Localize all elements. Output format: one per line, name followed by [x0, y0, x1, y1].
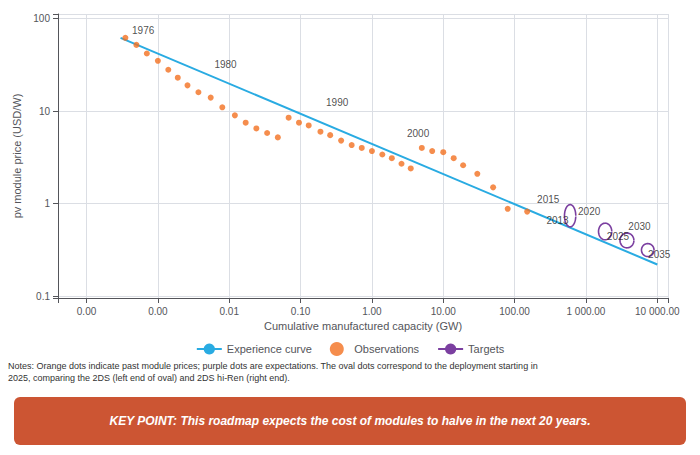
svg-text:0.00: 0.00 [148, 306, 168, 317]
svg-text:0.10: 0.10 [291, 306, 311, 317]
svg-text:2015: 2015 [537, 194, 560, 205]
svg-text:100: 100 [33, 13, 50, 24]
svg-text:2025, comparing the 2DS (left: 2025, comparing the 2DS (left end of ova… [8, 373, 290, 383]
svg-text:10 000.00: 10 000.00 [635, 306, 680, 317]
svg-text:1980: 1980 [214, 59, 237, 70]
svg-text:Notes: Orange dots indicate pa: Notes: Orange dots indicate past module … [8, 361, 538, 371]
svg-text:1976: 1976 [132, 25, 155, 36]
svg-text:2000: 2000 [407, 128, 430, 139]
svg-text:1.00: 1.00 [362, 306, 382, 317]
svg-text:Targets: Targets [468, 343, 505, 355]
svg-text:0.00: 0.00 [77, 306, 97, 317]
svg-text:2025: 2025 [607, 231, 630, 242]
svg-text:2020: 2020 [578, 206, 601, 217]
svg-text:Observations: Observations [354, 343, 419, 355]
svg-text:10.00: 10.00 [431, 306, 456, 317]
svg-text:2013: 2013 [546, 215, 569, 226]
svg-text:Cumulative manufactured capaci: Cumulative manufactured capacity (GW) [264, 320, 462, 332]
svg-text:pv module price (USD/W): pv module price (USD/W) [11, 94, 23, 219]
svg-text:1 000.00: 1 000.00 [566, 306, 605, 317]
svg-text:Experience curve: Experience curve [227, 343, 312, 355]
svg-text:100.00: 100.00 [499, 306, 530, 317]
svg-text:2035: 2035 [648, 249, 671, 260]
svg-text:10: 10 [39, 106, 51, 117]
svg-text:1: 1 [44, 198, 50, 209]
svg-text:KEY POINT: This roadmap expect: KEY POINT: This roadmap expects the cost… [109, 414, 590, 428]
svg-text:2030: 2030 [628, 221, 651, 232]
svg-text:0.1: 0.1 [36, 291, 50, 302]
svg-text:1990: 1990 [326, 97, 349, 108]
svg-text:0.01: 0.01 [219, 306, 239, 317]
